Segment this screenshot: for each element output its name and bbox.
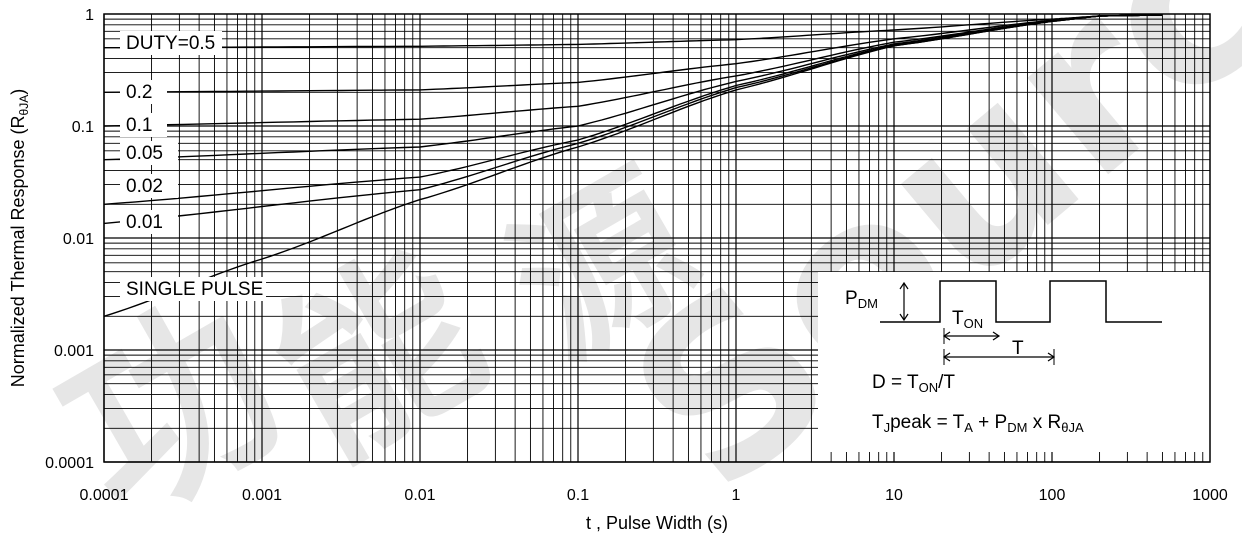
x-axis-label: t , Pulse Width (s)	[586, 513, 728, 533]
series-label: 0.02	[126, 176, 163, 197]
tj-peak-formula: TJpeak = TA + PDM x RθJA	[872, 412, 1084, 435]
series-label: 0.2	[126, 82, 152, 103]
series-line-single-pulse	[103, 14, 1163, 317]
series-label: DUTY=0.5	[126, 33, 215, 54]
x-tick-label: 0.1	[567, 487, 589, 504]
x-tick-label: 1000	[1192, 487, 1228, 504]
watermark-text: Source	[584, 0, 1242, 539]
series-label-bg	[120, 141, 178, 165]
x-tick-label: 1	[732, 487, 741, 504]
series-label: 0.1	[126, 115, 152, 136]
y-axis-ticks: 0.0001 0.001 0.01 0.1 1	[45, 7, 94, 472]
series-label-bg	[120, 210, 178, 234]
y-axis-label: Normalized Thermal Response (RθJA)	[8, 89, 31, 387]
y-tick-label: 0.0001	[45, 455, 94, 472]
ton-label: TON	[952, 308, 983, 331]
inset-box	[818, 272, 1210, 452]
y-tick-label: 0.01	[63, 231, 94, 248]
x-tick-label: 0.0001	[80, 487, 129, 504]
series-label: 0.01	[126, 212, 163, 233]
plot-frame	[103, 13, 1211, 463]
series-labels: DUTY=0.5 0.2 0.1 0.05 0.02 0.01 SINGLE PULSE	[120, 31, 266, 301]
x-tick-label: 0.01	[404, 487, 435, 504]
y-tick-label: 1	[85, 7, 94, 24]
pdm-arrow-head-up	[899, 281, 909, 290]
pdm-arrow-head-down	[899, 313, 909, 322]
x-tick-label: 10	[885, 487, 903, 504]
duty-formula: D = TON/T	[872, 372, 955, 395]
pdm-label: PDM	[845, 288, 878, 311]
series-label: SINGLE PULSE	[126, 279, 263, 300]
pulse-waveform	[880, 280, 1162, 323]
x-axis-ticks: 0.0001 0.001 0.01 0.1 1 10 100 1000	[80, 487, 1228, 504]
ton-arrow-head-right	[992, 331, 1001, 341]
x-tick-label: 0.001	[242, 487, 282, 504]
y-tick-label: 0.001	[54, 343, 94, 360]
series-label-bg	[120, 31, 222, 55]
series-label-bg	[120, 277, 266, 301]
series-label: 0.05	[126, 143, 163, 164]
y-tick-label: 0.1	[72, 119, 94, 136]
series-label-bg	[120, 113, 167, 137]
t-label: T	[1012, 338, 1024, 359]
grid-lines	[103, 14, 1210, 463]
x-tick-label: 100	[1039, 487, 1066, 504]
series-label-bg	[120, 174, 178, 198]
series-lines	[103, 14, 1163, 317]
pulse-inset: PDM TON T D = TON/T TJpeak = TA + PDM x RθJA	[818, 272, 1210, 452]
series-label-bg	[120, 80, 167, 104]
